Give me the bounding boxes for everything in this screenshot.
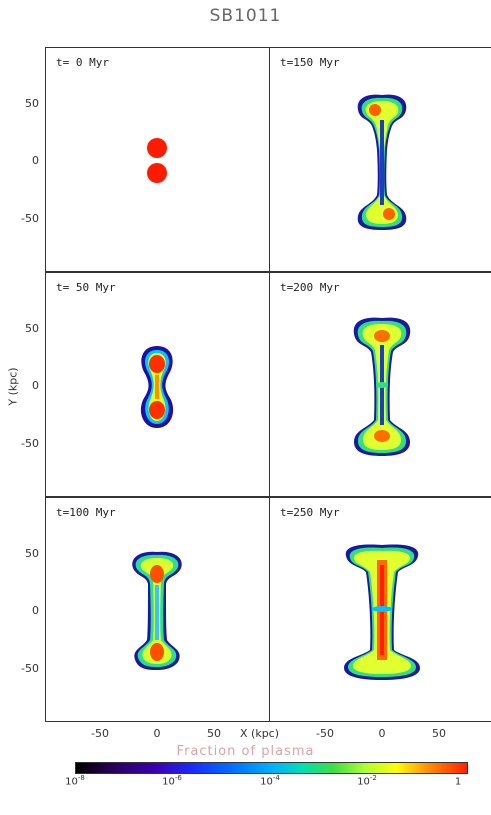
- plasma-t200: [353, 317, 411, 456]
- xtick-label: -50: [316, 727, 334, 740]
- panel-label: t=250 Myr: [280, 506, 340, 519]
- panel-label: t=200 Myr: [280, 281, 340, 294]
- colorbar-tick: 10-4: [250, 774, 290, 787]
- colorbar-tick-exp: -8: [77, 774, 85, 782]
- ytick-label: 50: [25, 97, 39, 110]
- ytick-label: -50: [21, 662, 39, 675]
- plasma-t50: [140, 346, 174, 428]
- plasma-t100: [132, 551, 182, 670]
- colorbar: [75, 762, 468, 774]
- ytick-label: 50: [25, 322, 39, 335]
- colorbar-tick: 10-6: [152, 774, 192, 787]
- ytick-label: 0: [32, 379, 39, 392]
- plasma-t0: [147, 138, 167, 183]
- xtick-label: 0: [153, 727, 161, 740]
- panel-label: t=150 Myr: [280, 56, 340, 69]
- colorbar-tick-exp: -2: [369, 774, 377, 782]
- panel-label: t= 50 Myr: [56, 281, 116, 294]
- xtick-label: 50: [432, 727, 446, 740]
- figure-title: SB1011: [209, 6, 282, 26]
- colorbar-tick: 10-2: [347, 774, 387, 787]
- colorbar-title: Fraction of plasma: [176, 744, 315, 759]
- ytick-label: 0: [32, 154, 39, 167]
- panel-label: t=100 Myr: [56, 506, 116, 519]
- plasma-t250: [344, 544, 420, 680]
- colorbar-tick-base: 10: [162, 776, 175, 788]
- xtick-label: -50: [91, 727, 109, 740]
- colorbar-tick-base: 10: [65, 776, 78, 788]
- xtick-label: 0: [378, 727, 386, 740]
- colorbar-tick-exp: -6: [174, 774, 182, 782]
- panel-label: t= 0 Myr: [56, 56, 109, 69]
- ytick-label: 50: [25, 547, 39, 560]
- colorbar-tick-base: 1: [454, 776, 462, 788]
- panel-grid: t= 0 Myr t=150 Myr t= 50 Myr t=200 Myr t…: [45, 47, 491, 722]
- y-axis-label: Y (kpc): [6, 367, 20, 406]
- colorbar-tick-base: 10: [357, 776, 370, 788]
- plasma-t150: [357, 94, 407, 230]
- x-axis-label: X (kpc): [240, 727, 280, 740]
- colorbar-tick-exp: -4: [272, 774, 280, 782]
- ytick-label: -50: [21, 437, 39, 450]
- colorbar-tick-base: 10: [260, 776, 273, 788]
- colorbar-tick: 1: [438, 774, 478, 787]
- ytick-label: 0: [32, 604, 39, 617]
- ytick-label: -50: [21, 212, 39, 225]
- colorbar-tick: 10-8: [55, 774, 95, 787]
- xtick-label: 50: [207, 727, 221, 740]
